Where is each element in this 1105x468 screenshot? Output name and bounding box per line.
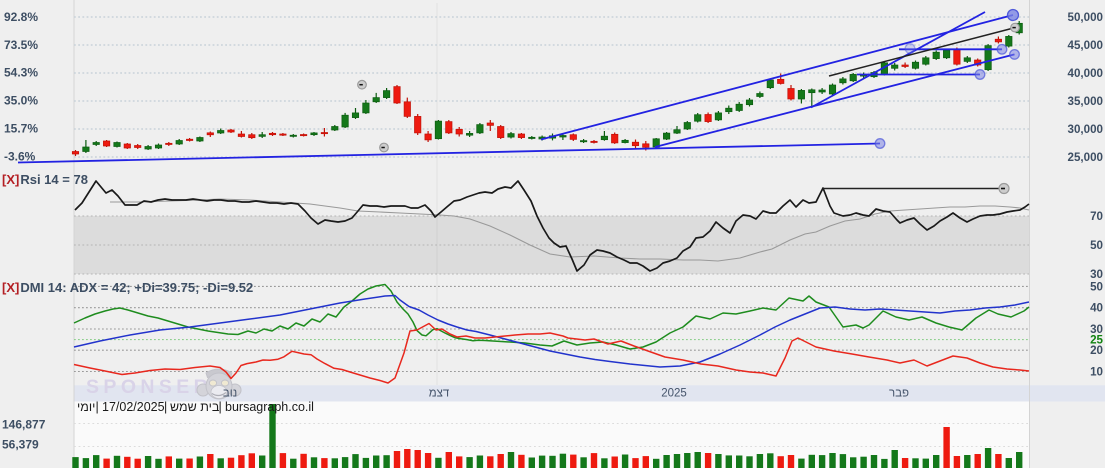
svg-text:56,379: 56,379 (2, 438, 39, 452)
svg-text:50,000: 50,000 (1068, 11, 1103, 24)
svg-text:25,000: 25,000 (1068, 151, 1103, 164)
svg-text:92.8%: 92.8% (4, 10, 38, 24)
svg-text:17/02/2025: 17/02/2025 (102, 400, 165, 414)
svg-text:בית שמש: בית שמש (170, 400, 220, 414)
svg-text:30,000: 30,000 (1068, 123, 1103, 136)
svg-text:70: 70 (1090, 210, 1103, 223)
svg-text:50: 50 (1090, 239, 1103, 252)
svg-text:-3.6%: -3.6% (4, 149, 36, 163)
svg-text:25: 25 (1090, 334, 1103, 347)
svg-text:146,877: 146,877 (2, 418, 46, 432)
svg-text:35,000: 35,000 (1068, 95, 1103, 108)
svg-text:|: | (96, 400, 99, 414)
svg-text:יומי: יומי (77, 400, 95, 414)
svg-text:40,000: 40,000 (1068, 67, 1103, 80)
svg-text:נוב: נוב (223, 388, 237, 400)
svg-text:[X]DMI 14: ADX = 42; +Di=39.75: [X]DMI 14: ADX = 42; +Di=39.75; -Di=9.52 (2, 280, 253, 295)
svg-text:|: | (219, 400, 222, 414)
svg-text:45,000: 45,000 (1068, 39, 1103, 52)
svg-text:35.0%: 35.0% (4, 94, 38, 108)
svg-text:2025: 2025 (661, 388, 687, 400)
svg-text:54.3%: 54.3% (4, 66, 38, 80)
svg-text:20: 20 (1090, 344, 1103, 357)
svg-text:30: 30 (1090, 323, 1103, 336)
svg-text:[X]Rsi 14 = 78: [X]Rsi 14 = 78 (2, 172, 88, 187)
svg-text:פבר: פבר (889, 388, 909, 400)
svg-text:|: | (164, 400, 167, 414)
svg-text:15.7%: 15.7% (4, 122, 38, 136)
svg-text:73.5%: 73.5% (4, 38, 38, 52)
svg-text:30: 30 (1090, 268, 1103, 281)
svg-text:SPONSER: SPONSER (86, 376, 212, 398)
svg-text:10: 10 (1090, 366, 1103, 379)
svg-text:40: 40 (1090, 302, 1103, 315)
svg-text:דצמ: דצמ (429, 388, 450, 400)
svg-text:bursagraph.co.il: bursagraph.co.il (225, 400, 314, 414)
svg-text:50: 50 (1090, 280, 1103, 293)
